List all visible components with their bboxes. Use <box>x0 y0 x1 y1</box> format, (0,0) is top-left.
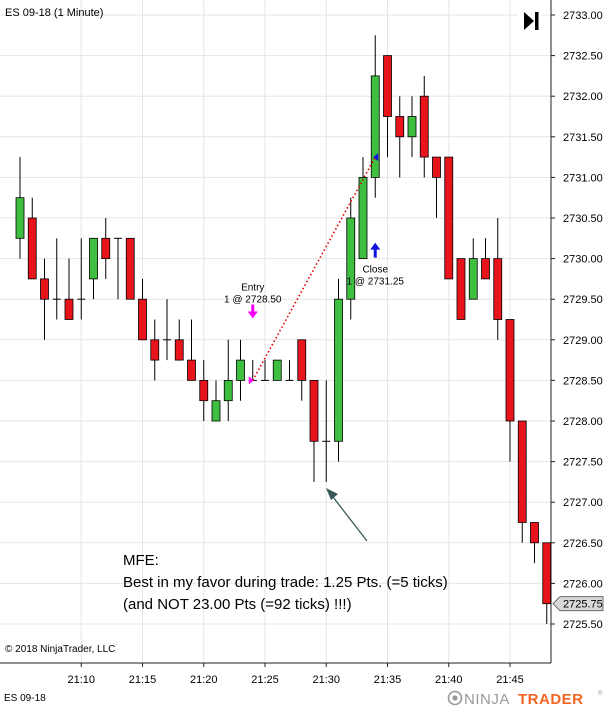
y-tick-label: 2726.00 <box>563 578 603 590</box>
candle-down <box>174 339 184 361</box>
exit-arrow-shaft <box>373 249 377 258</box>
x-axis-ticks: 21:10 21:15 21:20 21:25 21:30 21:35 21:40 21:45 <box>67 663 524 686</box>
y-tick-label: 2732.00 <box>563 91 603 103</box>
last-price-tag <box>552 596 604 612</box>
skip-to-end-icon[interactable] <box>518 8 542 34</box>
brand-suffix: TRADER <box>518 691 584 708</box>
candle-down <box>125 237 135 300</box>
candle-down <box>444 156 454 280</box>
close-price-label: 1 @ 2731.25 <box>347 277 405 288</box>
candle-up <box>370 75 380 178</box>
x-tick-label: 21:20 <box>190 674 218 686</box>
candle-up <box>468 258 478 300</box>
candle-down <box>395 116 405 138</box>
y-tick-label: 2727.00 <box>563 497 603 509</box>
candle-up <box>334 298 343 442</box>
candle-down <box>101 237 111 260</box>
y-tick-label: 2732.50 <box>563 51 603 63</box>
candle-down <box>419 95 429 158</box>
candle-down <box>530 522 539 544</box>
candle-down <box>456 258 466 320</box>
candle-up <box>407 116 417 138</box>
brand-registered-mark: ® <box>598 690 603 697</box>
candle-up <box>223 379 233 402</box>
x-tick-label: 21:45 <box>496 674 524 686</box>
y-tick-label: 2731.50 <box>563 132 603 144</box>
candle-down <box>432 156 441 178</box>
copyright-text: © 2018 NinjaTrader, LLC <box>5 644 115 655</box>
candle-down <box>493 258 503 320</box>
candle-down <box>297 339 307 381</box>
candle-down <box>187 359 196 381</box>
candle-down <box>150 339 160 361</box>
candle-down <box>517 420 527 523</box>
y-tick-label: 2729.50 <box>563 294 603 306</box>
y-tick-label: 2731.00 <box>563 172 603 184</box>
candle-down <box>309 379 319 442</box>
mfe-line-2: (and NOT 23.00 Pts (=92 ticks) !!!) <box>123 596 352 613</box>
candle-down <box>64 298 74 320</box>
mfe-line-1: Best in my favor during trade: 1.25 Pts.… <box>123 574 448 591</box>
mfe-pointer-arrow <box>326 488 368 542</box>
ninjatrader-logo: NINJA TRADER ® <box>447 690 603 708</box>
entry-price-label: 1 @ 2728.50 <box>224 295 282 306</box>
candle-down <box>199 379 209 402</box>
candle-down <box>383 55 392 117</box>
candle-down <box>481 258 490 280</box>
candle-up <box>346 217 356 300</box>
candle-up <box>211 400 221 422</box>
y-tick-label: 2729.00 <box>563 335 603 347</box>
y-tick-label: 2728.00 <box>563 416 603 428</box>
candle-down <box>27 217 37 280</box>
candle-down <box>40 278 49 300</box>
brand-prefix: NINJA <box>464 691 510 708</box>
candle-down <box>138 298 147 341</box>
y-axis-ticks: 2733.00 2732.50 2732.00 2731.50 2731.00 2730.… <box>551 10 604 631</box>
y-tick-label: 2726.50 <box>563 538 603 550</box>
mfe-title: MFE: <box>123 552 159 569</box>
chart-title: ES 09-18 (1 Minute) <box>5 7 103 19</box>
close-label: Close <box>362 265 388 276</box>
y-tick-label: 2733.00 <box>563 10 603 22</box>
x-tick-label: 21:40 <box>435 674 463 686</box>
candle-down <box>542 542 552 605</box>
entry-label: Entry <box>241 283 264 294</box>
x-tick-label: 21:30 <box>312 674 340 686</box>
candle-up <box>358 176 368 259</box>
candle-down <box>505 319 515 422</box>
y-tick-label: 2730.00 <box>563 254 603 266</box>
footer-instrument: ES 09-18 <box>4 693 46 704</box>
x-tick-label: 21:10 <box>67 674 95 686</box>
entry-arrow-shaft <box>251 304 255 313</box>
y-tick-label: 2728.50 <box>563 375 603 387</box>
candle-up <box>89 237 98 280</box>
exit-fill-marker <box>373 153 379 162</box>
x-tick-label: 21:15 <box>129 674 157 686</box>
candle-up <box>15 197 25 239</box>
x-tick-label: 21:25 <box>251 674 279 686</box>
trade-connector-line <box>252 156 376 381</box>
y-tick-label: 2725.50 <box>563 619 603 631</box>
x-tick-label: 21:35 <box>374 674 402 686</box>
last-price-label: 2725.75 <box>563 599 603 611</box>
candles <box>15 35 552 624</box>
candle-up <box>272 359 282 381</box>
candle-up <box>236 359 245 381</box>
entry-arrow-head <box>247 311 258 319</box>
entry-fill-marker <box>248 376 254 385</box>
y-tick-label: 2730.50 <box>563 213 603 225</box>
y-tick-label: 2727.50 <box>563 457 603 469</box>
exit-arrow-head <box>370 242 381 250</box>
